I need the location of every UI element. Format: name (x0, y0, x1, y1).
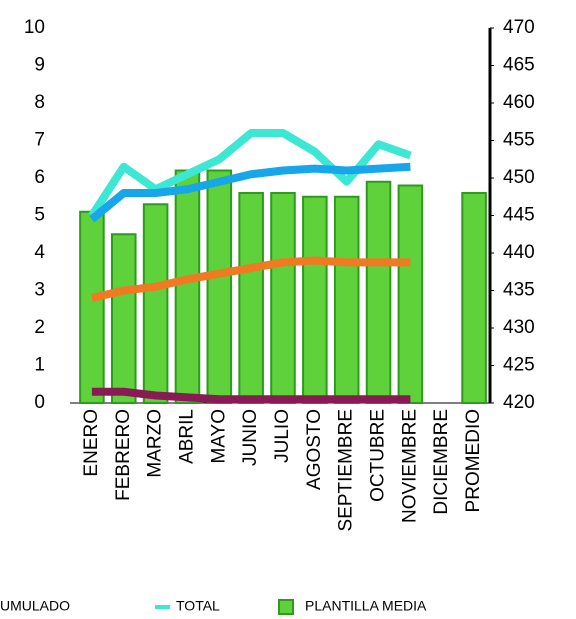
x-tick-label: MAYO (208, 409, 229, 464)
legend-label: TOTAL (176, 598, 220, 614)
bar (397, 184, 424, 404)
line (89, 162, 411, 223)
bar (365, 180, 392, 404)
y2-tick-label: 435 (503, 280, 535, 301)
x-tick-label: SEPTIEMBRE (336, 409, 357, 531)
x-tick-label: ENERO (81, 409, 102, 477)
y-tick-label: 3 (34, 280, 45, 301)
bar (333, 195, 360, 404)
bar (174, 169, 201, 404)
legend-swatch (278, 599, 294, 615)
y2-tick-label: 425 (503, 355, 535, 376)
x-tick-label: JULIO (272, 409, 293, 463)
y2-tick-label: 465 (503, 55, 535, 76)
x-tick-label: OCTUBRE (368, 409, 389, 502)
y2-tick-label: 445 (503, 205, 535, 226)
x-tick-label: DICIEMBRE (431, 409, 452, 515)
bar (461, 192, 487, 404)
bar (79, 210, 105, 404)
y-tick-label: 0 (34, 392, 45, 413)
x-tick-label: AGOSTO (304, 409, 325, 490)
y-tick-label: 9 (34, 55, 45, 76)
bar (302, 195, 328, 404)
bar (142, 203, 169, 404)
legend-label: UMULADO (0, 598, 70, 614)
x-tick-label: FEBRERO (113, 409, 134, 501)
x-tick-label: PROMEDIO (463, 409, 484, 512)
bar (270, 192, 296, 404)
bar (238, 192, 264, 404)
y-tick-label: 2 (34, 317, 45, 338)
y2-tick-label: 460 (503, 92, 535, 113)
y2-tick-label: 420 (503, 392, 535, 413)
y-tick-label: 1 (34, 355, 45, 376)
y-tick-label: 4 (34, 242, 45, 263)
line (91, 256, 411, 302)
y2-tick-label: 450 (503, 167, 535, 188)
y-tick-label: 10 (24, 17, 45, 38)
x-tick-label: MARZO (145, 409, 166, 478)
y-tick-label: 6 (34, 167, 45, 188)
line (91, 387, 411, 404)
y2-tick-label: 455 (503, 130, 535, 151)
x-tick-label: JUNIO (240, 409, 261, 466)
bar (110, 233, 137, 404)
y2-tick-label: 430 (503, 317, 535, 338)
bar (206, 169, 233, 404)
y-tick-label: 7 (34, 130, 45, 151)
x-tick-label: ABRIL (176, 409, 197, 464)
y2-tick-label: 470 (503, 17, 535, 38)
y-tick-label: 8 (34, 92, 45, 113)
legend-label: PLANTILLA MEDIA (305, 598, 427, 614)
x-tick-label: NOVIEMBRE (399, 409, 420, 523)
y-tick-label: 5 (34, 205, 45, 226)
y2-tick-label: 440 (503, 242, 535, 263)
